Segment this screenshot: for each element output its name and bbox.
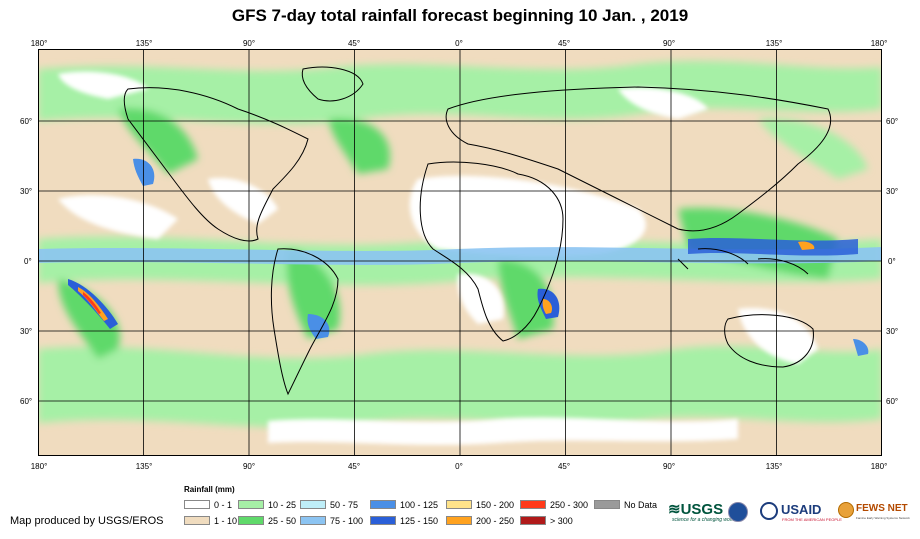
legend-swatch [370,500,396,509]
legend-item: 1 - 10 [184,515,237,526]
lat-label: 30° [20,327,33,336]
noaa-logo-icon [728,502,748,522]
legend-item: No Data [594,499,657,510]
legend-label: 200 - 250 [476,515,515,526]
lon-label: 90° [242,462,256,471]
legend-label: 10 - 25 [268,499,297,510]
legend-item: 50 - 75 [300,499,358,510]
legend-swatch [184,500,210,509]
legend-label: 1 - 10 [214,515,238,526]
legend-label: > 300 [550,515,573,526]
lon-label: 45° [557,462,571,471]
legend-label: 250 - 300 [550,499,589,510]
legend-label: 150 - 200 [476,499,515,510]
legend-swatch [300,500,326,509]
south-america-outline [270,248,339,396]
lat-label: 60° [20,117,33,126]
legend-label: 75 - 100 [330,515,364,526]
usgs-logo-text: USGS [680,501,724,518]
lon-label: 135° [135,462,153,471]
lat-label: 60° [886,397,899,406]
lat-label: 0° [24,257,32,266]
fewsnet-tagline: Famine Early Warning Systems Network [856,516,910,520]
lon-label: 45° [557,39,571,48]
legend-label: 50 - 75 [330,499,359,510]
eurasia-outline [445,86,832,232]
lon-label: 135° [135,39,153,48]
usgs-logo: ≋USGS [668,500,723,518]
legend-label: 125 - 150 [400,515,439,526]
legend-title: Rainfall (mm) [184,485,235,494]
rainfall-map [38,49,882,456]
lat-label: 0° [888,257,896,266]
usgs-wave-icon: ≋ [668,501,681,518]
lon-label: 90° [662,39,676,48]
fewsnet-globe-icon [838,502,854,518]
lon-label: 180° [870,39,888,48]
legend-label: 25 - 50 [268,515,297,526]
lon-label: 180° [870,462,888,471]
coastlines [123,66,832,396]
rain-dry-areas [58,71,818,445]
lon-label: 135° [765,462,783,471]
usaid-tagline: FROM THE AMERICAN PEOPLE [782,517,842,522]
legend-swatch [184,516,210,525]
lon-label: 180° [30,462,48,471]
legend-item: > 300 [520,515,573,526]
lat-label: 30° [886,327,899,336]
legend-swatch [238,516,264,525]
legend-item: 250 - 300 [520,499,588,510]
legend-swatch [238,500,264,509]
legend-swatch [300,516,326,525]
legend-item: 25 - 50 [238,515,296,526]
lat-label: 60° [20,397,33,406]
australia-outline [724,314,814,368]
lon-label: 0° [455,39,463,48]
legend-swatch [594,500,620,509]
legend-swatch [446,500,472,509]
legend-item: 100 - 125 [370,499,438,510]
legend-item: 150 - 200 [446,499,514,510]
lon-label: 0° [455,462,463,471]
greenland-outline [301,66,364,102]
legend-item: 0 - 1 [184,499,232,510]
legend-swatch [446,516,472,525]
lon-label: 90° [242,39,256,48]
map-title: GFS 7-day total rainfall forecast beginn… [231,6,689,25]
legend-label: No Data [624,499,658,510]
legend-swatch [520,516,546,525]
map-credit: Map produced by USGS/EROS [10,515,164,527]
usaid-logo-text: USAID [781,502,822,517]
legend-label: 0 - 1 [214,499,233,510]
lon-label: 45° [347,39,361,48]
graticule [38,49,882,456]
usgs-tagline: science for a changing world [672,517,736,523]
lon-label: 180° [30,39,48,48]
lat-label: 30° [886,187,899,196]
map-frame [38,49,882,456]
fewsnet-logo-text: FEWS NET [856,503,908,514]
legend-item: 125 - 150 [370,515,438,526]
legend-item: 200 - 250 [446,515,514,526]
legend-swatch [520,500,546,509]
usaid-seal-icon [760,502,778,520]
africa-outline [419,161,564,342]
legend-swatch [370,516,396,525]
lon-label: 135° [765,39,783,48]
lat-label: 60° [886,117,899,126]
north-america-outline [123,87,309,242]
lat-label: 30° [20,187,33,196]
legend-label: 100 - 125 [400,499,439,510]
lon-label: 90° [662,462,676,471]
legend-item: 10 - 25 [238,499,296,510]
legend-item: 75 - 100 [300,515,363,526]
lon-label: 45° [347,462,361,471]
